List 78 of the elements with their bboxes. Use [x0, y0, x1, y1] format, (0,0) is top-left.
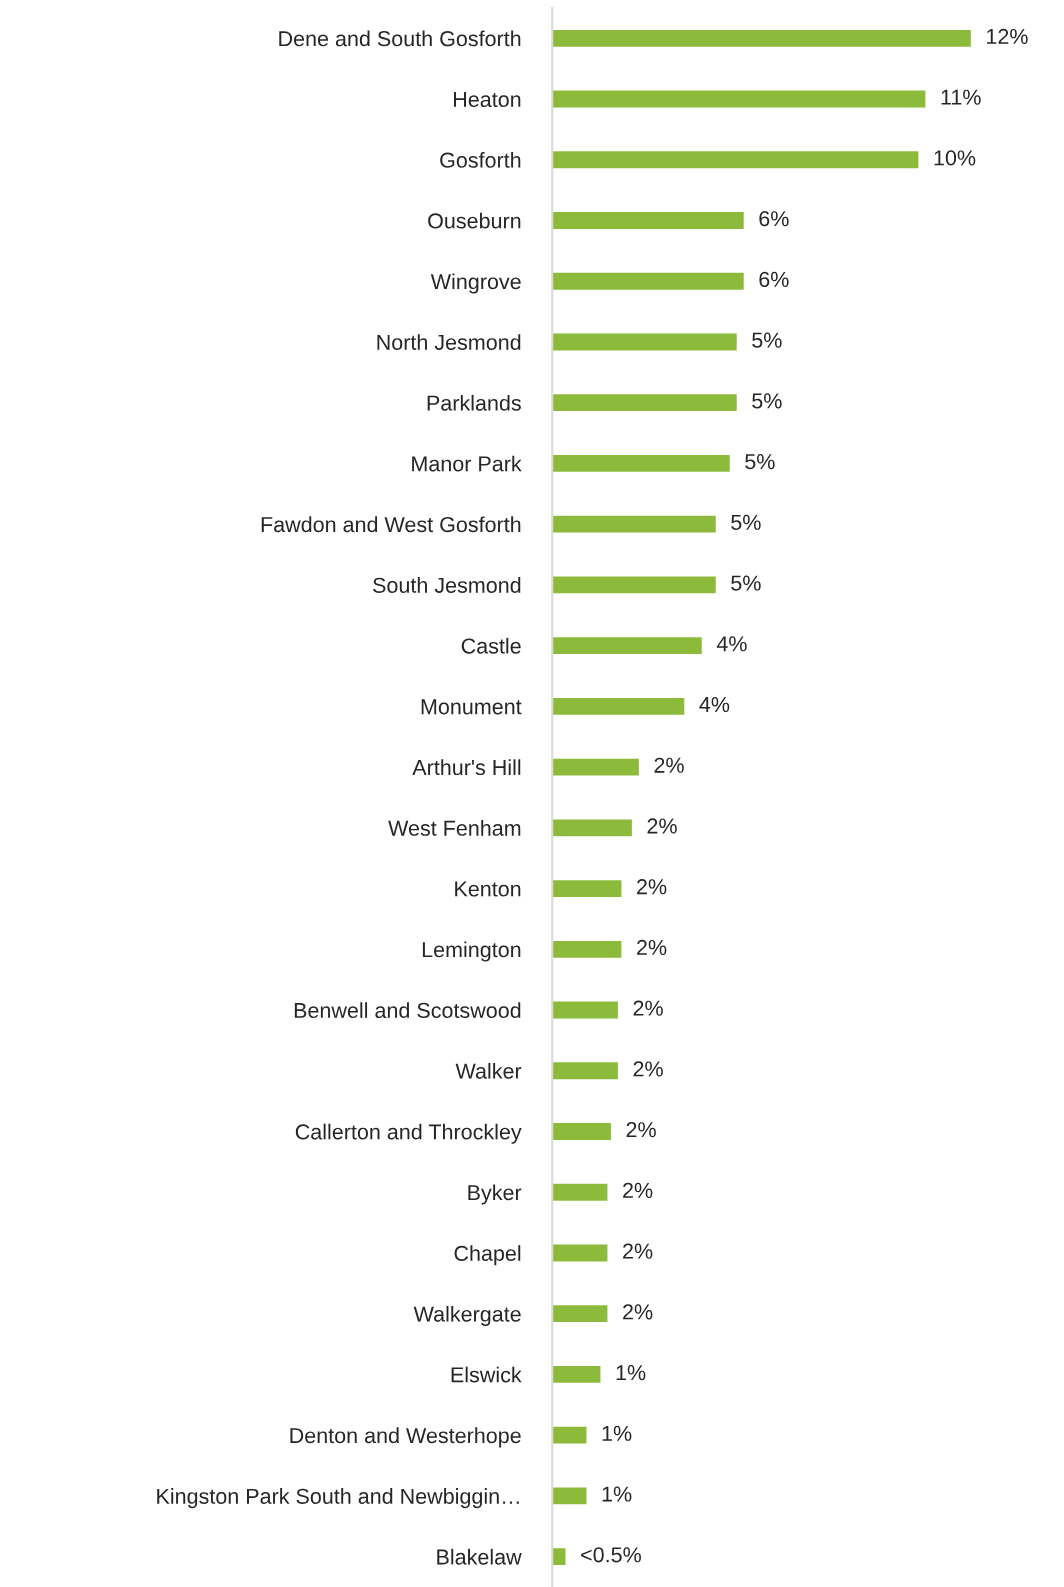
- data-label: 2%: [623, 1243, 653, 1259]
- data-label: 2%: [647, 818, 677, 834]
- data-label: 5%: [752, 393, 782, 409]
- y-tick-label: Kenton: [455, 881, 521, 897]
- y-tick-label: Castle: [461, 637, 521, 654]
- bar: [552, 1243, 609, 1263]
- y-tick-label: Monument: [421, 699, 522, 715]
- bar: [552, 1000, 620, 1020]
- y-tick-label: South Jesmond: [373, 577, 521, 593]
- data-label: 6%: [759, 211, 789, 227]
- bar: [552, 818, 634, 838]
- y-tick-label: Chapel: [454, 1245, 521, 1266]
- y-tick-label: Byker: [468, 1184, 522, 1205]
- y-tick-label: West Fenham: [388, 820, 521, 836]
- bar: [552, 939, 623, 960]
- bar: [552, 757, 641, 777]
- data-label: 5%: [731, 575, 761, 591]
- data-label: 4%: [699, 697, 730, 713]
- data-label: 2%: [637, 939, 667, 955]
- data-label: 12%: [987, 28, 1028, 44]
- data-label: 2%: [654, 757, 684, 773]
- bar: [552, 1303, 609, 1324]
- data-label: 1%: [616, 1365, 646, 1381]
- bar: [552, 28, 973, 49]
- y-tick-label: Benwell and Scotswood: [294, 1002, 521, 1019]
- y-tick-label: Gosforth: [440, 151, 521, 168]
- y-tick-label: Callerton and Throckley: [295, 1123, 522, 1144]
- bar: [552, 635, 704, 656]
- data-label: 1%: [602, 1486, 632, 1502]
- y-tick-label: Heaton: [454, 92, 521, 108]
- y-tick-label: Parklands: [427, 394, 521, 411]
- bar: [552, 210, 746, 231]
- data-label: 2%: [623, 1304, 653, 1320]
- bar: [552, 1364, 602, 1385]
- y-tick-label: Walker: [455, 1062, 522, 1079]
- data-label: 4%: [716, 636, 747, 652]
- y-tick-label: Lemington: [422, 941, 521, 962]
- data-label: 5%: [745, 454, 775, 470]
- data-label: 1%: [602, 1425, 632, 1441]
- data-label: 2%: [633, 1061, 663, 1077]
- y-tick-label: Wingrove: [430, 273, 521, 294]
- y-tick-label: Ouseburn: [428, 212, 521, 229]
- y-tick-label: Blakelaw: [437, 1548, 522, 1565]
- bar: [552, 1486, 588, 1506]
- bar: [552, 89, 927, 109]
- bar: [552, 1182, 609, 1203]
- bar: [552, 1060, 620, 1081]
- y-tick-label: Denton and Westerhope: [290, 1427, 521, 1448]
- bar: [552, 878, 623, 899]
- y-tick-label: Arthur's Hill: [412, 759, 521, 776]
- y-tick-label: Walkergate: [413, 1305, 521, 1326]
- y-tick-label: Manor Park: [412, 455, 522, 472]
- data-label: 2%: [626, 1122, 656, 1138]
- data-label: 10%: [934, 150, 976, 166]
- bar: [552, 392, 739, 413]
- data-label: 11%: [941, 89, 981, 105]
- data-label: 2%: [623, 1182, 653, 1198]
- bar: [552, 1546, 567, 1567]
- data-label: 2%: [637, 879, 667, 895]
- data-label: 2%: [633, 1000, 663, 1016]
- bar: [552, 1425, 588, 1445]
- bar: [552, 332, 739, 352]
- y-tick-label: Fawdon and West Gosforth: [261, 516, 521, 533]
- bar: [552, 1121, 613, 1142]
- bar: [552, 271, 746, 292]
- bar: [552, 575, 718, 595]
- y-tick-label: Dene and South Gosforth: [279, 30, 521, 47]
- data-label: <0.5%: [581, 1547, 641, 1563]
- y-tick-label: Kingston Park South and Newbiggin…: [157, 1488, 519, 1509]
- y-tick-label: North Jesmond: [377, 334, 521, 350]
- data-label: 5%: [731, 514, 761, 530]
- data-label: 5%: [752, 332, 782, 348]
- bar: [552, 453, 732, 474]
- data-label: 6%: [759, 271, 789, 288]
- bar: [552, 149, 920, 170]
- y-tick-label: Elswick: [451, 1366, 522, 1383]
- bar: [552, 514, 718, 534]
- bar: [552, 696, 686, 717]
